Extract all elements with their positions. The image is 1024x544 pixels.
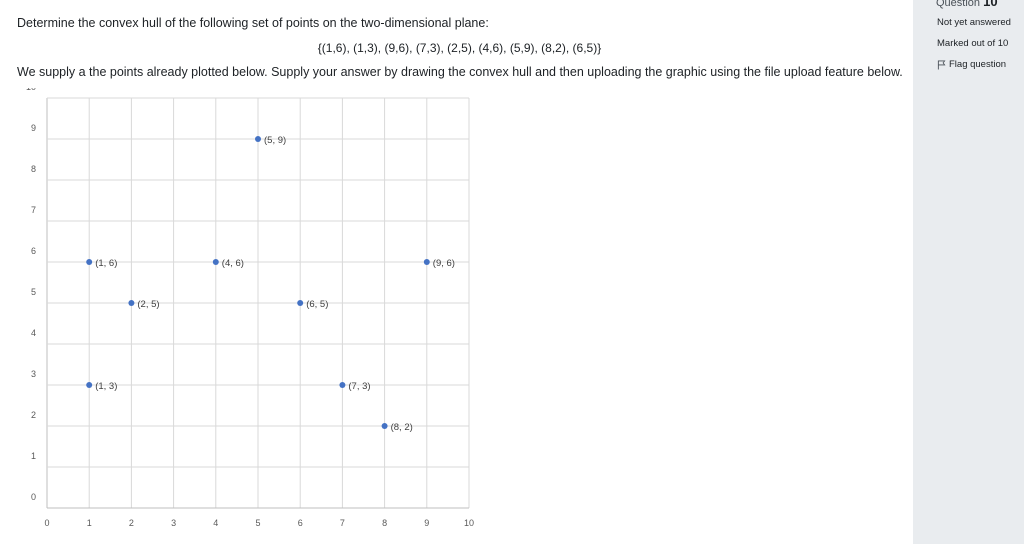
x-tick-label: 10: [464, 518, 474, 528]
y-tick-label: 1: [31, 451, 36, 461]
data-point-label: (7, 3): [348, 381, 370, 392]
data-point: [381, 423, 388, 429]
data-point-label: (5, 9): [264, 135, 286, 146]
x-tick-label: 9: [424, 518, 429, 528]
data-point: [128, 300, 135, 306]
data-point-label: (4, 6): [222, 258, 244, 269]
data-point: [255, 136, 261, 142]
y-tick-label: 2: [31, 410, 36, 420]
flag-icon: [937, 60, 946, 69]
y-tick-label: 8: [31, 164, 36, 174]
x-tick-label: 0: [44, 518, 49, 528]
x-tick-label: 7: [340, 518, 345, 528]
chart-grid: [46, 97, 470, 509]
data-point-label: (1, 3): [95, 381, 117, 392]
data-point: [86, 382, 93, 388]
data-point-label: (9, 6): [433, 258, 455, 269]
data-point: [86, 259, 93, 265]
data-point: [339, 382, 346, 388]
question-instructions: We supply a the points already plotted b…: [17, 65, 903, 79]
data-point-label: (8, 2): [391, 422, 413, 433]
data-point: [297, 300, 304, 306]
x-tick-label: 2: [129, 518, 134, 528]
flag-question-label: Flag question: [949, 59, 1007, 70]
x-tick-label: 8: [382, 518, 387, 528]
question-content: Determine the convex hull of the followi…: [17, 16, 903, 528]
y-tick-label: 10: [26, 88, 36, 92]
scatter-chart: 0 1 2 3 4 5 6 7 8 9 10 0 1 2 3 4 5 6 7 8 9 10 (1, 6) (1, 3) (9,…: [26, 88, 474, 528]
chart-ticks: 0 1 2 3 4 5 6 7 8 9 10 0 1 2 3 4 5 6 7 8 9 10: [26, 88, 474, 528]
flag-question-button[interactable]: Flag question: [937, 59, 1006, 70]
y-tick-label: 9: [31, 123, 36, 133]
y-tick-label: 4: [31, 328, 36, 338]
chart-points: (1, 6) (1, 3) (9, 6) (7, 3) (2, 5) (4, 6) (5, …: [86, 135, 455, 433]
question-status: Not yet answered: [937, 17, 1011, 28]
x-tick-label: 3: [171, 518, 176, 528]
data-point-label: (1, 6): [95, 258, 117, 269]
y-tick-label: 6: [31, 246, 36, 256]
x-tick-label: 6: [298, 518, 303, 528]
y-tick-label: 3: [31, 369, 36, 379]
question-number-value: 10: [983, 0, 998, 9]
question-marks: Marked out of 10: [937, 38, 1009, 49]
point-set: {(1,6), (1,3), (9,6), (7,3), (2,5), (4,6…: [317, 41, 602, 55]
data-point: [212, 259, 219, 265]
data-point: [423, 259, 430, 265]
question-prompt: Determine the convex hull of the followi…: [17, 16, 489, 30]
x-tick-label: 5: [255, 518, 260, 528]
data-point-label: (6, 5): [306, 299, 328, 310]
question-info-panel: [913, 0, 1024, 544]
question-number: Question 10: [936, 0, 998, 9]
y-tick-label: 7: [31, 205, 36, 215]
question-label: Question: [936, 0, 981, 9]
data-point-label: (2, 5): [137, 299, 159, 310]
x-tick-label: 4: [213, 518, 218, 528]
y-tick-label: 0: [31, 492, 36, 502]
y-tick-label: 5: [31, 287, 36, 297]
x-tick-label: 1: [87, 518, 92, 528]
